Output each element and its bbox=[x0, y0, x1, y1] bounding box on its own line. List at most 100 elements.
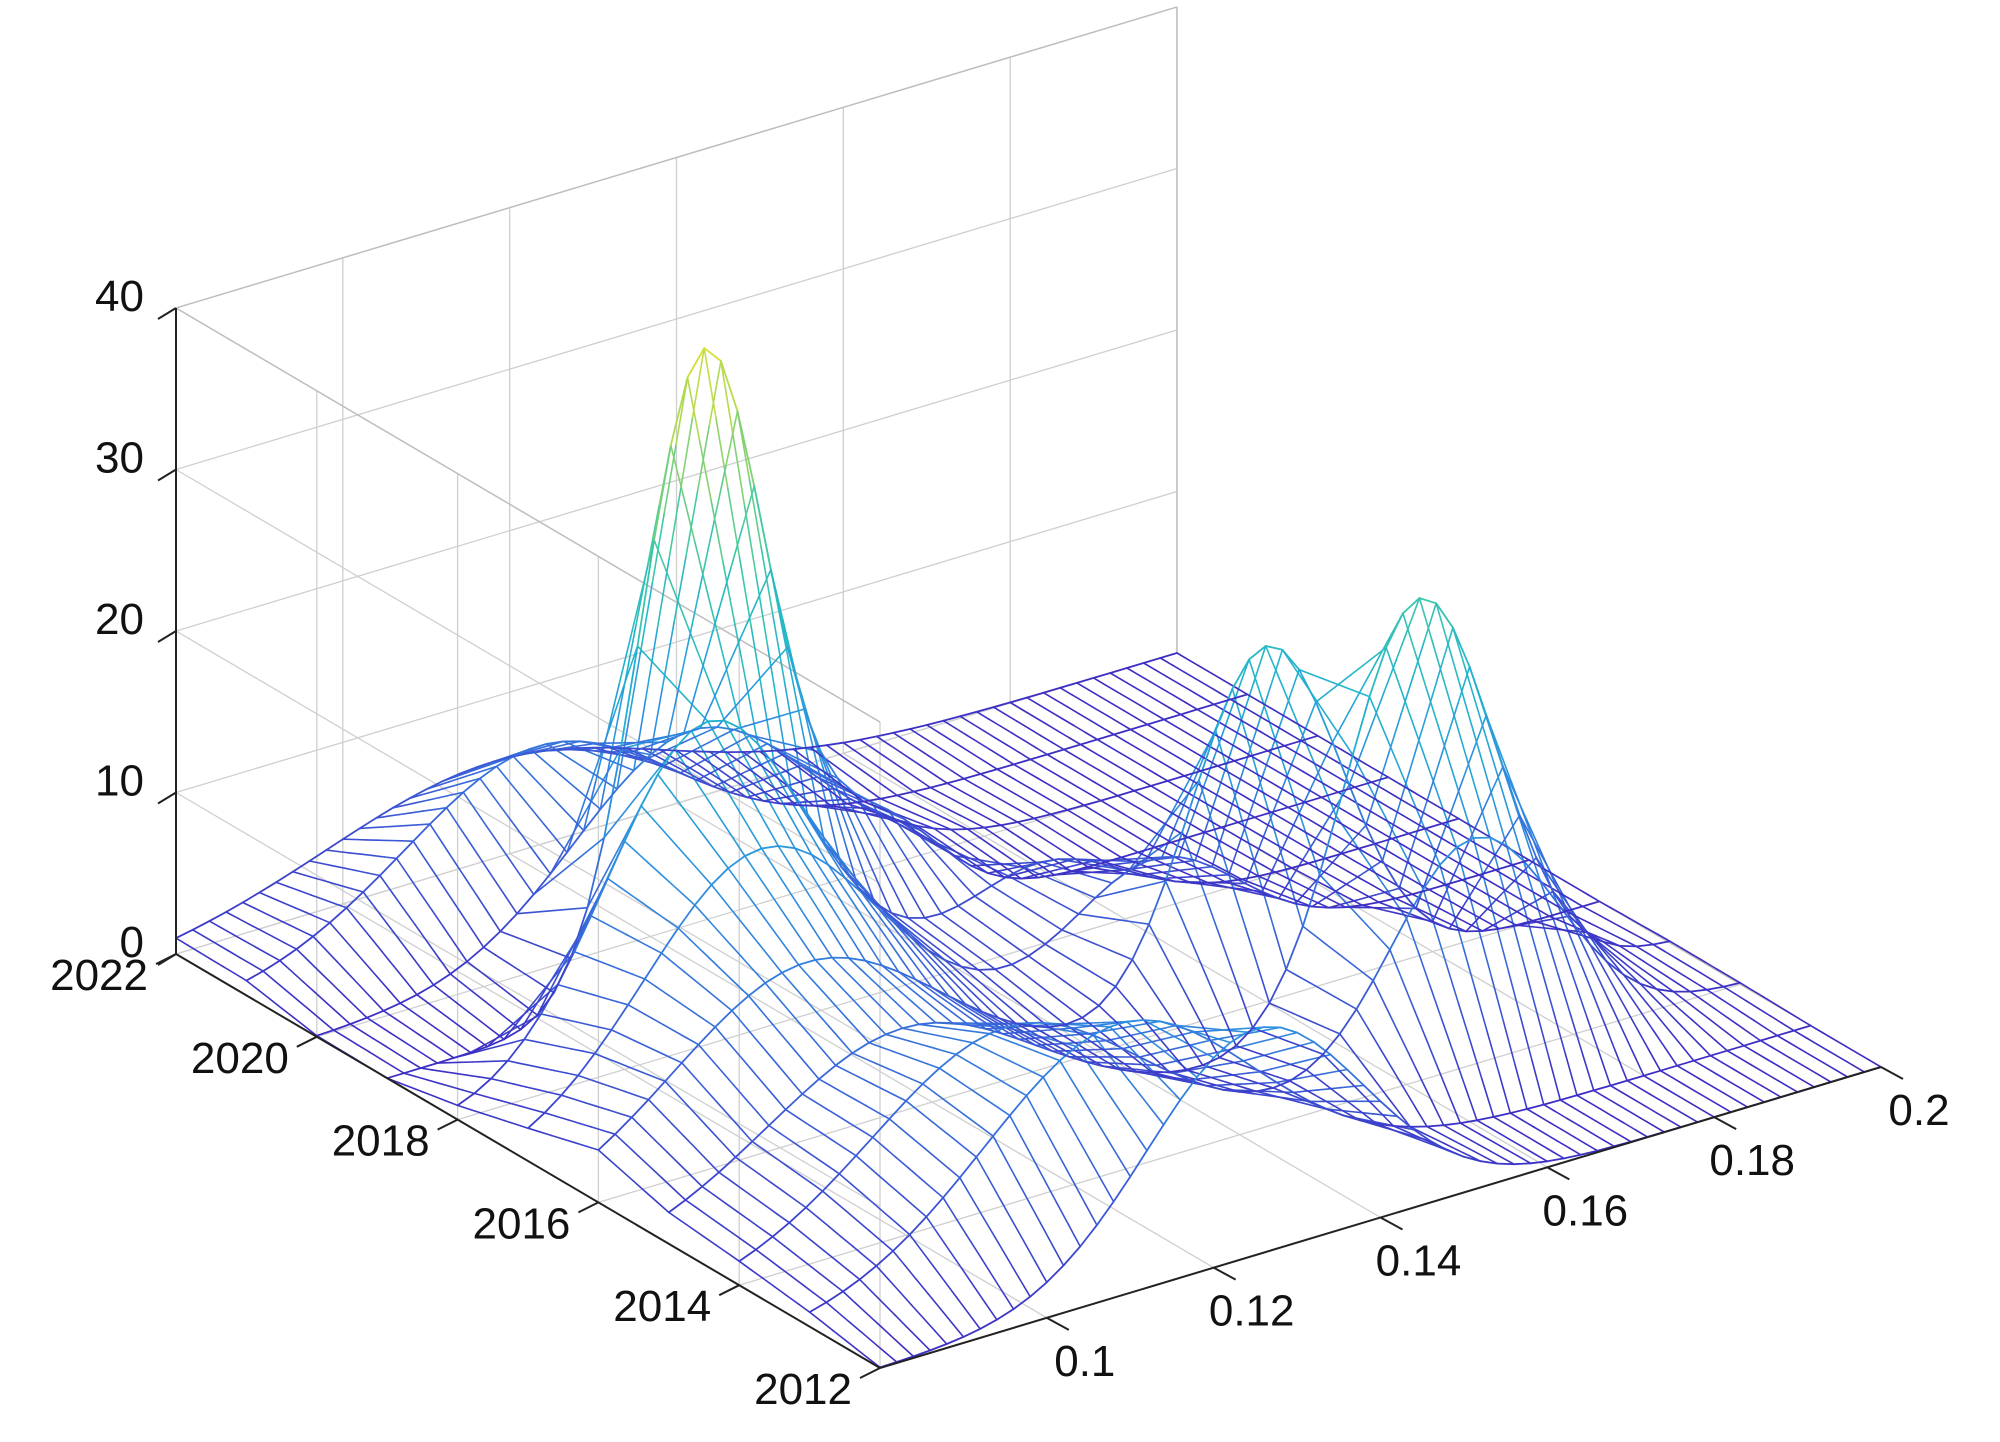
mesh-segment bbox=[1352, 1105, 1366, 1116]
mesh-segment bbox=[691, 759, 705, 768]
mesh-segment bbox=[772, 1095, 787, 1111]
mesh-segment bbox=[960, 965, 980, 971]
mesh-segment bbox=[1010, 963, 1025, 975]
mesh-segment bbox=[1138, 778, 1152, 787]
mesh-segment bbox=[1049, 1138, 1063, 1162]
mesh-segment bbox=[349, 1023, 363, 1033]
mesh-segment bbox=[460, 773, 475, 779]
mesh-segment bbox=[1464, 836, 1478, 846]
mesh-segment bbox=[788, 764, 802, 771]
mesh-segment bbox=[1069, 767, 1084, 776]
mesh-segment bbox=[864, 812, 879, 818]
mesh-segment bbox=[1029, 996, 1043, 1007]
mesh-segment bbox=[733, 728, 752, 737]
mesh-segment bbox=[855, 1136, 874, 1157]
mesh-segment bbox=[638, 1010, 653, 1019]
grid-line bbox=[342, 903, 1048, 1319]
mesh-segment bbox=[1272, 841, 1286, 851]
mesh-segment bbox=[1704, 961, 1718, 970]
mesh-segment bbox=[1168, 706, 1182, 716]
mesh-segment bbox=[623, 626, 637, 689]
mesh-segment bbox=[856, 780, 870, 792]
mesh-segment bbox=[569, 758, 583, 768]
mesh-segment bbox=[1367, 824, 1381, 833]
mesh-segment bbox=[1361, 1111, 1375, 1115]
mesh-segment bbox=[1433, 877, 1447, 886]
mesh-segment bbox=[367, 872, 381, 877]
mesh-segment bbox=[1213, 698, 1232, 706]
mesh-segment bbox=[1022, 972, 1037, 984]
mesh-segment bbox=[553, 957, 572, 994]
mesh-segment bbox=[738, 1260, 752, 1271]
mesh-segment bbox=[257, 988, 271, 1000]
mesh-segment bbox=[1007, 1005, 1022, 1018]
mesh-segment bbox=[1531, 1059, 1545, 1106]
mesh-segment bbox=[1675, 957, 1690, 967]
mesh-segment bbox=[293, 906, 308, 914]
mesh-segment bbox=[526, 841, 540, 859]
mesh-segment bbox=[1704, 1066, 1719, 1076]
mesh-segment bbox=[1132, 860, 1146, 867]
mesh-segment bbox=[975, 1135, 994, 1158]
mesh-segment bbox=[639, 582, 654, 653]
mesh-segment bbox=[1109, 672, 1123, 681]
mesh-segment bbox=[819, 1131, 834, 1142]
mesh-segment bbox=[697, 1043, 712, 1059]
mesh-segment bbox=[1317, 734, 1331, 744]
mesh-segment bbox=[1150, 1050, 1164, 1055]
mesh-segment bbox=[969, 998, 983, 1013]
mesh-segment bbox=[1010, 955, 1030, 966]
mesh-segment bbox=[1074, 988, 1088, 999]
mesh-segment bbox=[1342, 1114, 1362, 1122]
mesh-line-x bbox=[725, 751, 1432, 1142]
mesh-segment bbox=[813, 1100, 827, 1110]
mesh-segment bbox=[1365, 787, 1379, 827]
mesh-segment bbox=[773, 740, 787, 745]
mesh-segment bbox=[1272, 1087, 1286, 1094]
mesh-segment bbox=[1248, 645, 1267, 661]
mesh-segment bbox=[1669, 940, 1683, 949]
mesh-segment bbox=[225, 911, 239, 920]
mesh-segment bbox=[1275, 1036, 1289, 1042]
mesh-segment bbox=[927, 1293, 941, 1309]
mesh-segment bbox=[722, 1143, 737, 1158]
mesh-segment bbox=[1106, 891, 1120, 896]
mesh-segment bbox=[1706, 1097, 1720, 1106]
mesh-segment bbox=[466, 1074, 481, 1078]
mesh-segment bbox=[905, 1100, 919, 1112]
mesh-segment bbox=[1757, 1007, 1772, 1017]
mesh-segment bbox=[428, 806, 448, 825]
mesh-segment bbox=[988, 818, 1002, 827]
mesh-segment bbox=[1529, 927, 1543, 972]
mesh-segment bbox=[1059, 1033, 1074, 1042]
mesh-segment bbox=[755, 574, 769, 648]
mesh-segment bbox=[1635, 943, 1654, 948]
mesh-segment bbox=[978, 836, 992, 847]
mesh-segment bbox=[1004, 938, 1018, 949]
mesh-segment bbox=[255, 946, 269, 955]
mesh-segment bbox=[741, 1188, 755, 1199]
mesh-segment bbox=[582, 808, 602, 832]
mesh-segment bbox=[1068, 736, 1082, 746]
mesh-segment bbox=[1662, 1006, 1677, 1021]
mesh-segment bbox=[950, 1075, 964, 1085]
mesh-segment bbox=[1348, 961, 1363, 973]
mesh-segment bbox=[776, 769, 790, 776]
mesh-line-x bbox=[925, 597, 1632, 1143]
mesh-segment bbox=[1082, 1040, 1096, 1043]
mesh-segment bbox=[1082, 870, 1096, 874]
mesh-segment bbox=[790, 924, 805, 944]
mesh-segment bbox=[841, 807, 855, 812]
mesh-segment bbox=[1200, 962, 1214, 992]
mesh-segment bbox=[1124, 869, 1143, 876]
mesh-segment bbox=[1455, 837, 1475, 849]
mesh-segment bbox=[409, 953, 423, 971]
mesh-segment bbox=[844, 877, 863, 894]
mesh-segment bbox=[1321, 894, 1335, 903]
mesh-segment bbox=[559, 945, 574, 971]
mesh-segment bbox=[1121, 783, 1136, 792]
mesh-segment bbox=[1041, 1035, 1056, 1039]
mesh-segment bbox=[925, 1196, 944, 1218]
mesh-segment bbox=[597, 1149, 611, 1162]
mesh-segment bbox=[800, 882, 815, 903]
